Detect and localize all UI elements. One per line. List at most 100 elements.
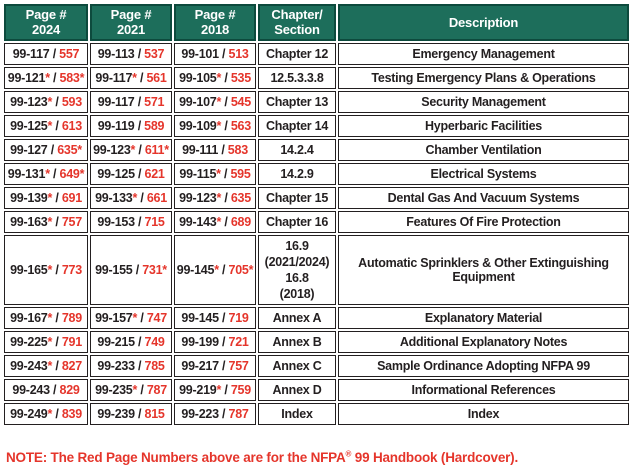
handbook-page-number: 537	[144, 46, 165, 61]
book-page-number: /	[134, 46, 145, 61]
description-cell: Security Management	[338, 90, 629, 113]
chapter-section-cell: Annex C	[258, 354, 336, 377]
page-cell-page-2024: 99-167* / 789	[4, 306, 88, 329]
book-page-number: /	[218, 142, 228, 157]
handbook-page-number: 719	[228, 310, 249, 325]
handbook-page-number: 787	[146, 382, 167, 397]
book-page-number: 99-121	[7, 70, 46, 85]
note-text: NOTE: The Red Page Numbers above are for…	[6, 450, 346, 465]
book-page-number: /	[47, 142, 58, 157]
page-cell-page-2018: 99-105* / 535	[174, 66, 256, 89]
handbook-asterisk: *	[47, 358, 53, 373]
book-page-number: /	[137, 382, 147, 397]
description-cell: Testing Emergency Plans & Operations	[338, 66, 629, 89]
description-cell: Emergency Management	[338, 42, 629, 65]
book-page-number: /	[135, 142, 145, 157]
description-cell: Dental Gas And Vacuum Systems	[338, 186, 629, 209]
column-header-description: Description	[338, 4, 629, 41]
page-cell-page-2018: 99-143* / 689	[174, 210, 256, 233]
page-cell-page-2018: 99-109* / 563	[174, 114, 256, 137]
book-page-number: /	[134, 406, 145, 421]
book-page-number: 99-123	[179, 190, 217, 205]
handbook-page-number: 759	[230, 382, 251, 397]
page-cell-page-2021: 99-157* / 747	[90, 306, 172, 329]
description-cell: Automatic Sprinklers & Other Extinguishi…	[338, 234, 629, 305]
table-row: 99-243* / 827 99-233 / 785 99-217 / 757 Ann…	[4, 354, 629, 377]
chapter-line: Chapter 16	[265, 214, 329, 229]
chapter-line: Chapter 15	[265, 190, 329, 205]
book-page-number: /	[49, 382, 60, 397]
book-page-number: 99-119	[97, 118, 135, 133]
chapter-line: 16.8	[285, 270, 309, 285]
book-page-number: 99-165	[10, 262, 48, 277]
handbook-asterisk: *	[214, 262, 219, 277]
page-cell-page-2018: 99-217 / 757	[174, 354, 256, 377]
chapter-section-cell: Chapter 14	[258, 114, 336, 137]
description-cell: Hyperbaric Facilities	[338, 114, 629, 137]
registered-trademark-symbol: ®	[345, 449, 352, 459]
table-row: 99-125* / 613 99-119 / 589 99-109* / 563 Ch…	[4, 114, 629, 137]
handbook-page-number: 557	[59, 46, 80, 61]
table-row: 99-225* / 791 99-215 / 749 99-199 / 721 Ann…	[4, 330, 629, 353]
book-page-number: 99-225	[10, 334, 48, 349]
book-page-number: 99-111	[182, 142, 219, 157]
book-page-number: 99-243	[10, 358, 48, 373]
chapter-line: Annex D	[272, 382, 322, 397]
handbook-page-number: 731	[142, 262, 163, 277]
book-page-number: 99-143	[179, 214, 217, 229]
page-cell-page-2024: 99-125* / 613	[4, 114, 88, 137]
handbook-page-number: 791	[61, 334, 82, 349]
table-row: 99-165* / 773 99-155 / 731* 99-145* / 705*…	[4, 234, 629, 305]
handbook-page-number: 721	[228, 334, 249, 349]
page-cell-page-2018: 99-145 / 719	[174, 306, 256, 329]
handbook-page-number: 595	[230, 166, 251, 181]
description-cell: Informational References	[338, 378, 629, 401]
chapter-section-cell: Chapter 16	[258, 210, 336, 233]
table-row: 99-243 / 829 99-235* / 787 99-219* / 759 An…	[4, 378, 629, 401]
page-cell-page-2024: 99-243 / 829	[4, 378, 88, 401]
page-cell-page-2021: 99-117* / 561	[90, 66, 172, 89]
table-header: Page #2024 Page #2021 Page #2018 Chapter/Se…	[4, 4, 629, 41]
handbook-page-number: 829	[59, 382, 80, 397]
header-line: Chapter/	[271, 7, 323, 22]
chapter-line: (2021/2024)	[264, 254, 330, 269]
handbook-asterisk: *	[47, 310, 53, 325]
page-comparison-table: Page #2024 Page #2021 Page #2018 Chapter/Se…	[2, 2, 631, 427]
book-page-number: /	[221, 118, 231, 133]
handbook-asterisk: *	[47, 214, 53, 229]
page-cell-page-2021: 99-117 / 571	[90, 90, 172, 113]
chapter-line: (2018)	[279, 286, 315, 301]
description-cell: Additional Explanatory Notes	[338, 330, 629, 353]
handbook-page-number: 563	[230, 118, 251, 133]
handbook-asterisk: *	[132, 310, 138, 325]
handbook-page-number: 691	[61, 190, 82, 205]
handbook-page-number: 583	[59, 70, 80, 85]
handbook-page-number: 815	[144, 406, 165, 421]
book-page-number: /	[218, 334, 229, 349]
page-cell-page-2021: 99-133* / 661	[90, 186, 172, 209]
chapter-section-cell: Chapter 12	[258, 42, 336, 65]
handbook-asterisk: *	[216, 214, 222, 229]
book-page-number: /	[221, 70, 231, 85]
book-page-number: /	[136, 70, 147, 85]
handbook-asterisk: *	[130, 142, 136, 157]
page-cell-page-2018: 99-219* / 759	[174, 378, 256, 401]
page-cell-page-2018: 99-199 / 721	[174, 330, 256, 353]
header-line: 2021	[116, 22, 146, 38]
book-page-number: /	[49, 166, 60, 181]
book-page-number: /	[218, 310, 229, 325]
chapter-line: 14.2.9	[280, 166, 314, 181]
page-cell-page-2021: 99-235* / 787	[90, 378, 172, 401]
book-page-number: 99-123	[93, 142, 131, 157]
page-cell-page-2021: 99-123* / 611*	[90, 138, 172, 161]
handbook-asterisk: *	[164, 142, 169, 157]
column-header-page-2024: Page #2024	[4, 4, 88, 41]
handbook-page-number: 715	[144, 214, 165, 229]
handbook-asterisk: *	[216, 118, 222, 133]
book-page-number: /	[221, 382, 231, 397]
book-page-number: /	[218, 406, 229, 421]
book-page-number: 99-123	[10, 94, 48, 109]
header-line: 2018	[200, 22, 230, 38]
book-page-number: /	[52, 310, 62, 325]
